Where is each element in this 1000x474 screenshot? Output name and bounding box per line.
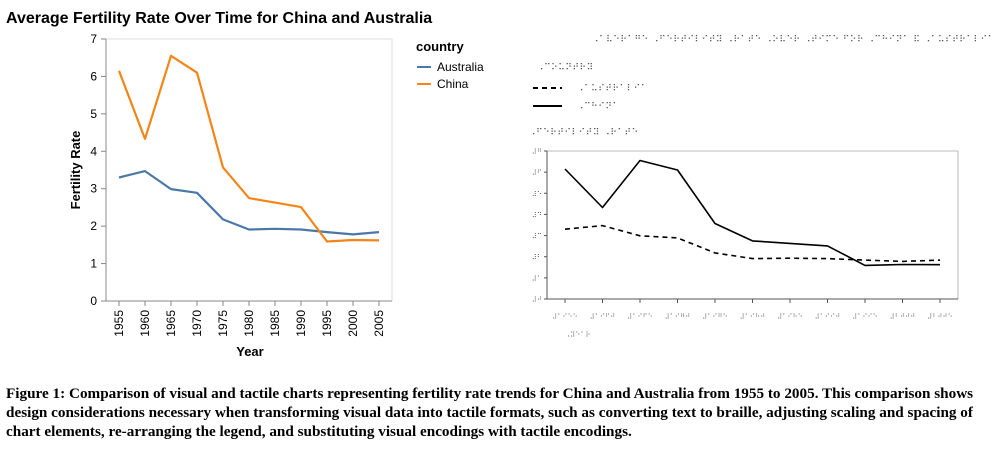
tactile-x-axis-title: ⠠⠽⠑⠁⠗ [565,331,591,339]
tactile-legend-label-australia: ⠠⠁⠥⠎⠞⠗⠁⠇⠊⠁ [577,83,648,94]
tactile-x-tick-label: ⠼⠃⠚⠚⠚ [890,313,916,321]
tactile-plot-border [546,150,959,300]
tactile-chart-title: ⠠⠁⠧⠑⠗⠁⠛⠑ ⠠⠋⠑⠗⠞⠊⠇⠊⠞⠽ ⠠⠗⠁⠞⠑ ⠠⠕⠧⠑⠗ ⠠⠞⠊⠍⠑ ⠋⠕… [592,34,995,45]
x-tick-label: 2005 [372,310,386,337]
tactile-x-axis: ⠼⠁⠊⠑⠑ ⠼⠁⠊⠋⠚ ⠼⠁⠊⠋⠑ ⠼⠁⠊⠛⠚ ⠼⠁⠊⠛⠑ ⠼⠁⠊⠓⠚ ⠼⠁⠊⠓⠑ ⠼⠁⠊⠊⠚… [552,299,953,321]
tactile-series-lines [564,159,941,267]
legend-label-china: China [437,77,469,91]
x-tick-label: 1960 [138,310,152,337]
series-lines [117,54,380,243]
tactile-y-tick-label: ⠼⠁ [532,275,542,283]
tactile-x-tick-label: ⠼⠁⠊⠓⠚ [740,313,766,321]
x-tick-label: 2000 [346,310,360,337]
plot-frame [105,38,393,302]
series-line-australia [118,170,380,236]
figure-caption: Figure 1: Comparison of visual and tacti… [6,385,974,440]
x-tick-label: 1955 [112,310,126,337]
tactile-x-tick-label: ⠼⠁⠊⠑⠑ [552,313,578,321]
x-tick-label: 1995 [320,310,334,337]
x-tick-label: 1990 [294,310,308,337]
y-tick-label: 6 [90,69,97,83]
y-tick-label: 7 [90,32,97,46]
y-tick-label: 2 [90,219,97,233]
legend: country Australia China [416,39,484,91]
x-tick-label: 1970 [190,310,204,337]
y-tick-label: 0 [90,294,97,308]
x-axis-title: Year [236,344,263,359]
tactile-x-tick-label: ⠼⠁⠊⠓⠑ [777,313,803,321]
tactile-series-line-australia [564,224,941,263]
tactile-y-tick-label: ⠼⠛ [532,148,542,156]
tactile-x-tick-label: ⠼⠁⠊⠋⠑ [627,313,653,321]
x-tick-label: 1975 [216,310,230,337]
tactile-y-tick-label: ⠼⠙ [532,211,542,219]
x-tick-label: 1980 [242,310,256,337]
tactile-y-axis: ⠼⠚ ⠼⠁ ⠼⠃ ⠼⠉ ⠼⠙ ⠼⠑ ⠼⠋ ⠼⠛ [532,148,547,304]
tactile-x-tick-label: ⠼⠃⠚⠚⠑ [927,313,953,321]
y-tick-label: 1 [90,257,97,271]
x-axis: 1955 1960 1965 1970 1975 1980 1985 1990 1995 2000… [112,301,386,337]
y-tick-label: 4 [90,144,97,158]
plot-border [105,38,393,302]
tactile-y-tick-label: ⠼⠚ [532,296,542,304]
legend-title: country [416,39,464,54]
figure: Average Fertility Rate Over Time for Chi… [6,10,995,359]
tactile-y-tick-label: ⠼⠑ [532,190,542,198]
tactile-x-tick-label: ⠼⠁⠊⠊⠚ [815,313,841,321]
tactile-y-axis-title: ⠠⠋⠑⠗⠞⠊⠇⠊⠞⠽ ⠠⠗⠁⠞⠑ [529,127,639,138]
tactile-y-tick-label: ⠼⠉ [532,233,542,241]
tactile-y-tick-label: ⠼⠃ [532,254,542,262]
tactile-plot-frame [546,150,959,300]
tactile-x-tick-label: ⠼⠁⠊⠛⠑ [702,313,728,321]
legend-label-australia: Australia [437,60,484,74]
tactile-chart: ⠠⠁⠧⠑⠗⠁⠛⠑ ⠠⠋⠑⠗⠞⠊⠇⠊⠞⠽ ⠠⠗⠁⠞⠑ ⠠⠕⠧⠑⠗ ⠠⠞⠊⠍⠑ ⠋⠕… [529,34,995,339]
tactile-legend-label-china: ⠠⠉⠓⠊⠝⠁ [577,101,620,112]
x-tick-label: 1985 [268,310,282,337]
y-tick-label: 3 [90,182,97,196]
tactile-series-line-china [564,159,941,267]
tactile-y-tick-label: ⠼⠋ [532,169,542,177]
visual-chart: Average Fertility Rate Over Time for Chi… [6,10,484,359]
tactile-x-tick-label: ⠼⠁⠊⠋⠚ [590,313,616,321]
x-tick-label: 1965 [164,310,178,337]
tactile-x-tick-label: ⠼⠁⠊⠛⠚ [665,313,691,321]
series-line-china [117,54,380,243]
y-axis: 0 1 2 3 4 5 6 7 [90,32,106,308]
tactile-legend-title: ⠠⠉⠕⠥⠝⠞⠗⠽ [537,62,594,73]
chart-title: Average Fertility Rate Over Time for Chi… [6,10,432,27]
y-tick-label: 5 [90,107,97,121]
tactile-x-tick-label: ⠼⠁⠊⠊⠑ [852,313,878,321]
y-axis-title: Fertility Rate [68,131,83,210]
